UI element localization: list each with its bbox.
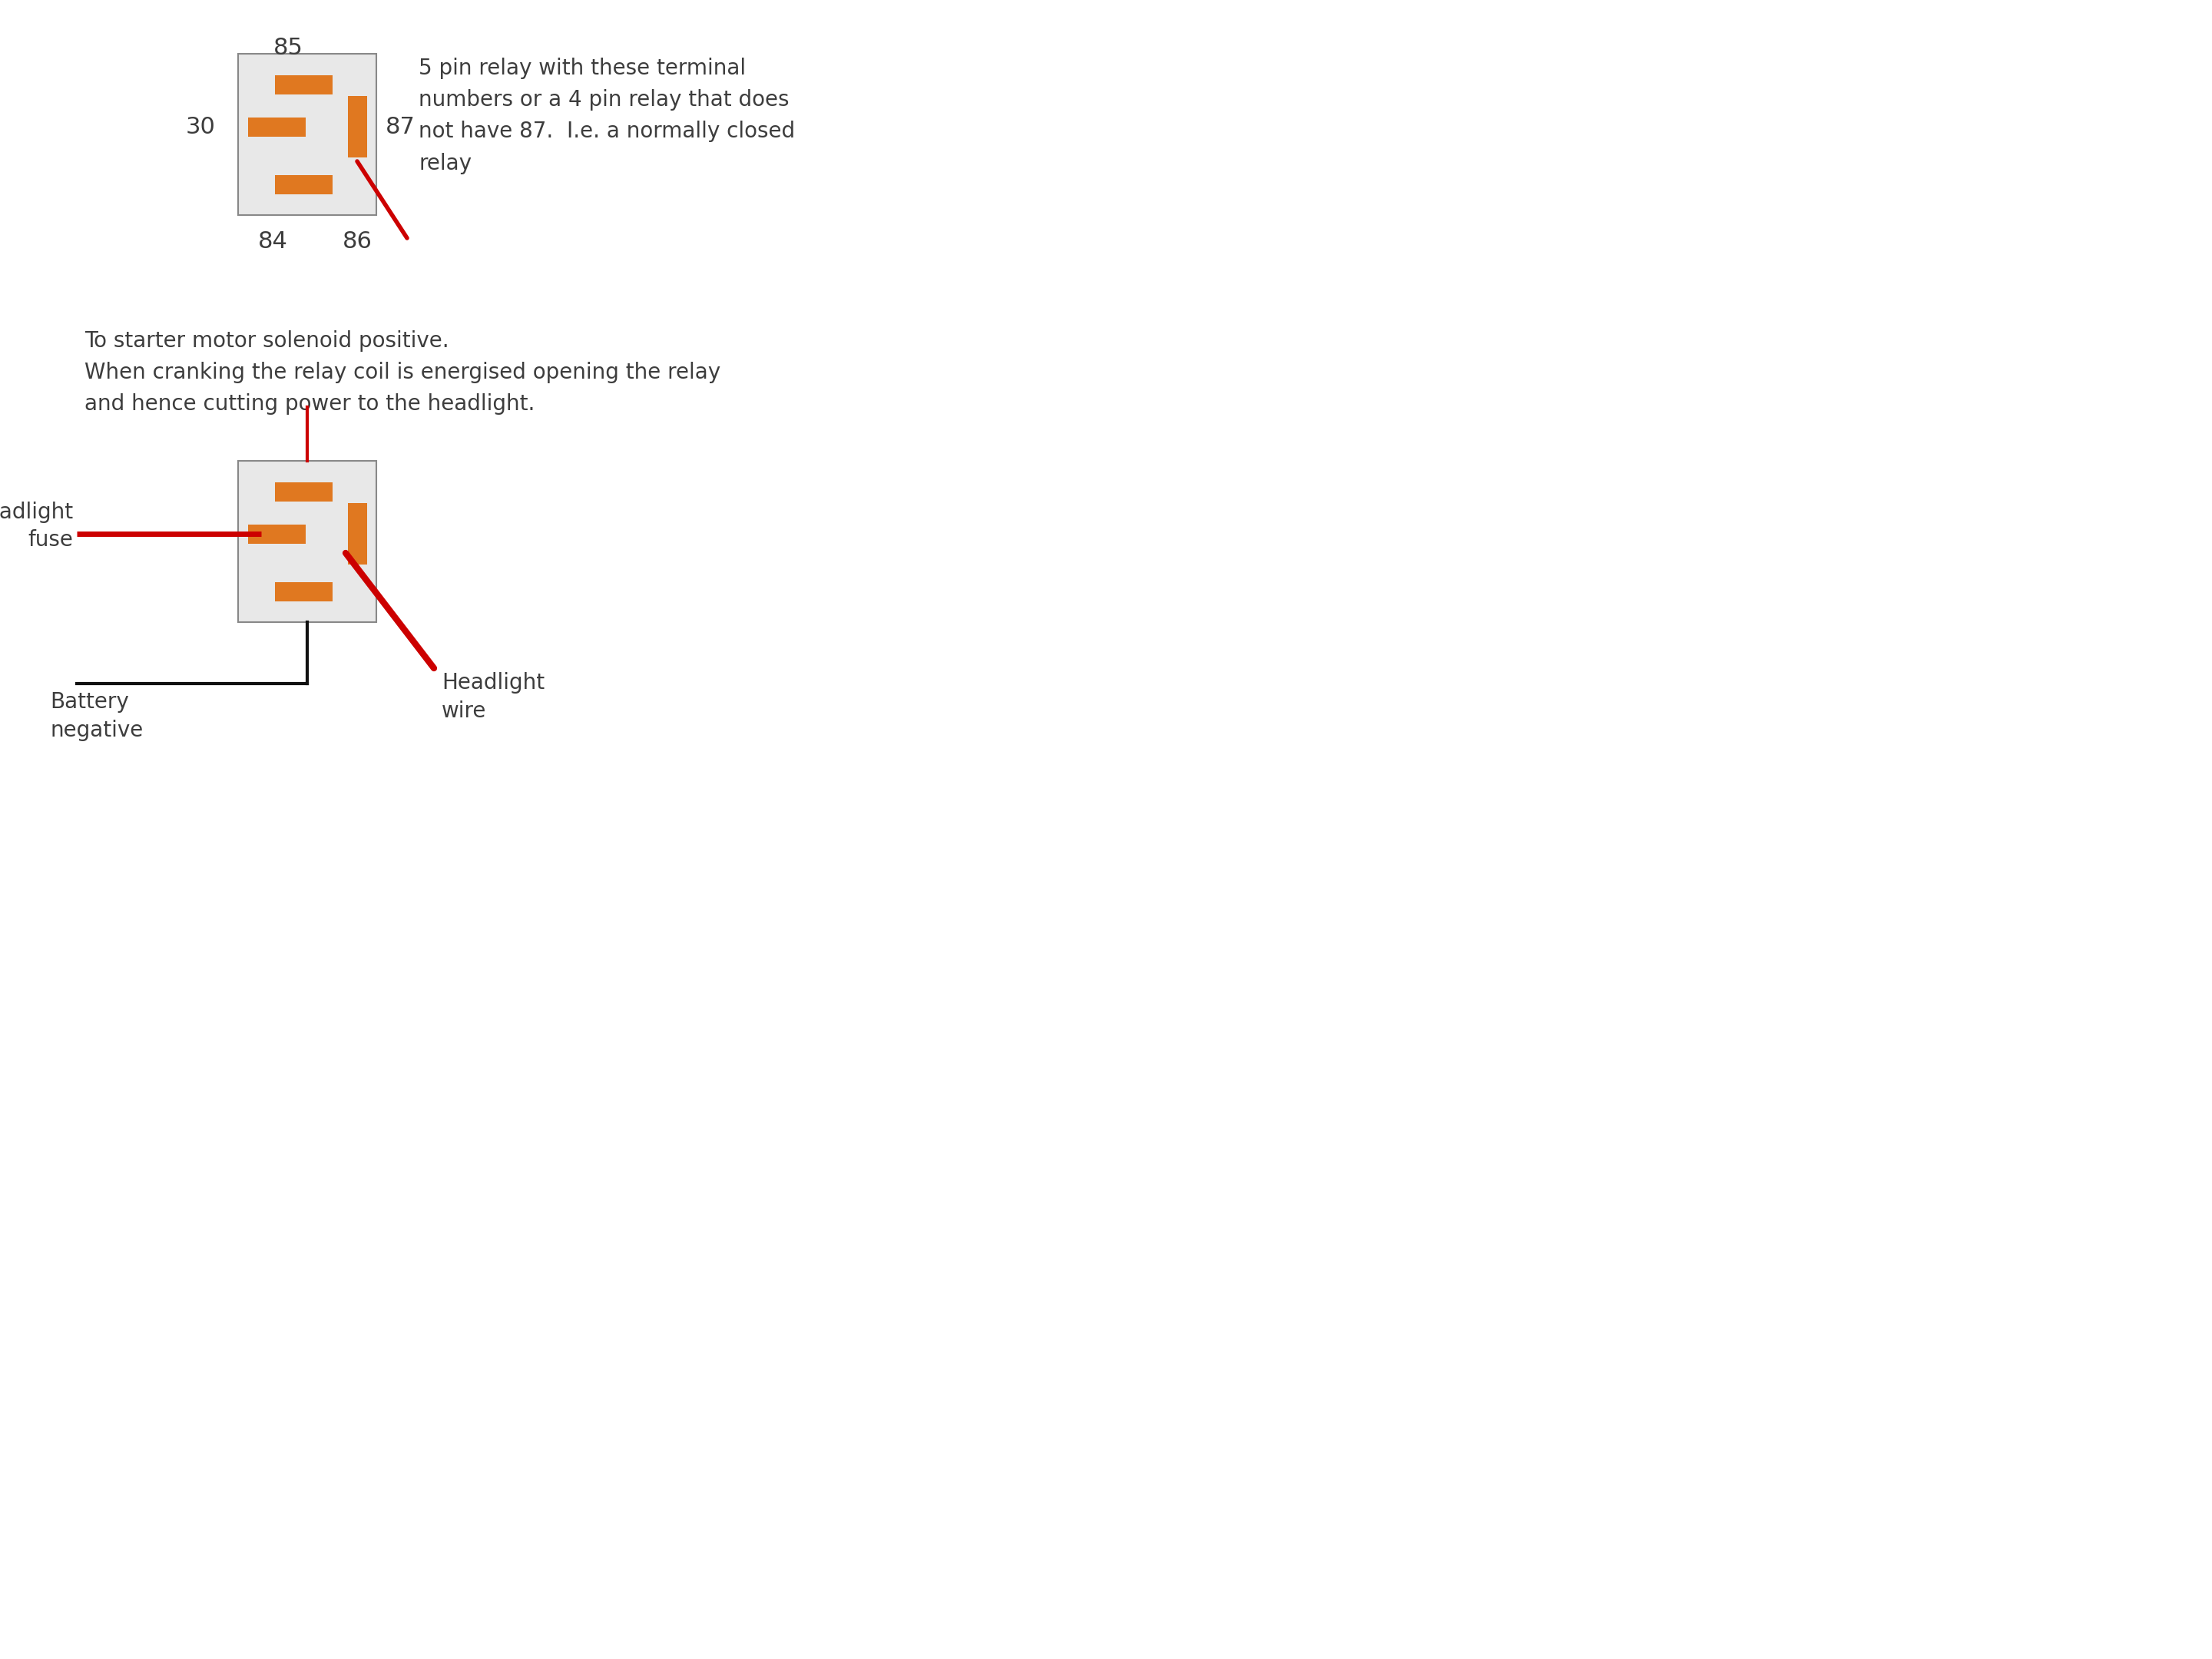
Text: 85: 85 [272,36,303,60]
Text: Headlight
fuse: Headlight fuse [0,501,73,551]
Bar [239,53,376,216]
Bar [248,524,305,544]
Text: 5 pin relay with these terminal
numbers or a 4 pin relay that does
not have 87. : 5 pin relay with these terminal numbers … [418,58,794,174]
Text: Battery
negative: Battery negative [51,692,144,742]
Bar [274,483,332,501]
Bar [347,503,367,564]
Text: 30: 30 [186,116,215,138]
Bar [239,461,376,622]
Bar [274,582,332,601]
Text: To starter motor solenoid positive.
When cranking the relay coil is energised op: To starter motor solenoid positive. When… [84,330,721,415]
Bar [248,118,305,136]
Text: 84: 84 [259,231,288,252]
Text: 86: 86 [343,231,372,252]
Text: 87: 87 [385,116,416,138]
Text: Headlight
wire: Headlight wire [442,672,544,722]
Bar [274,174,332,194]
Bar [274,75,332,95]
Bar [347,96,367,158]
